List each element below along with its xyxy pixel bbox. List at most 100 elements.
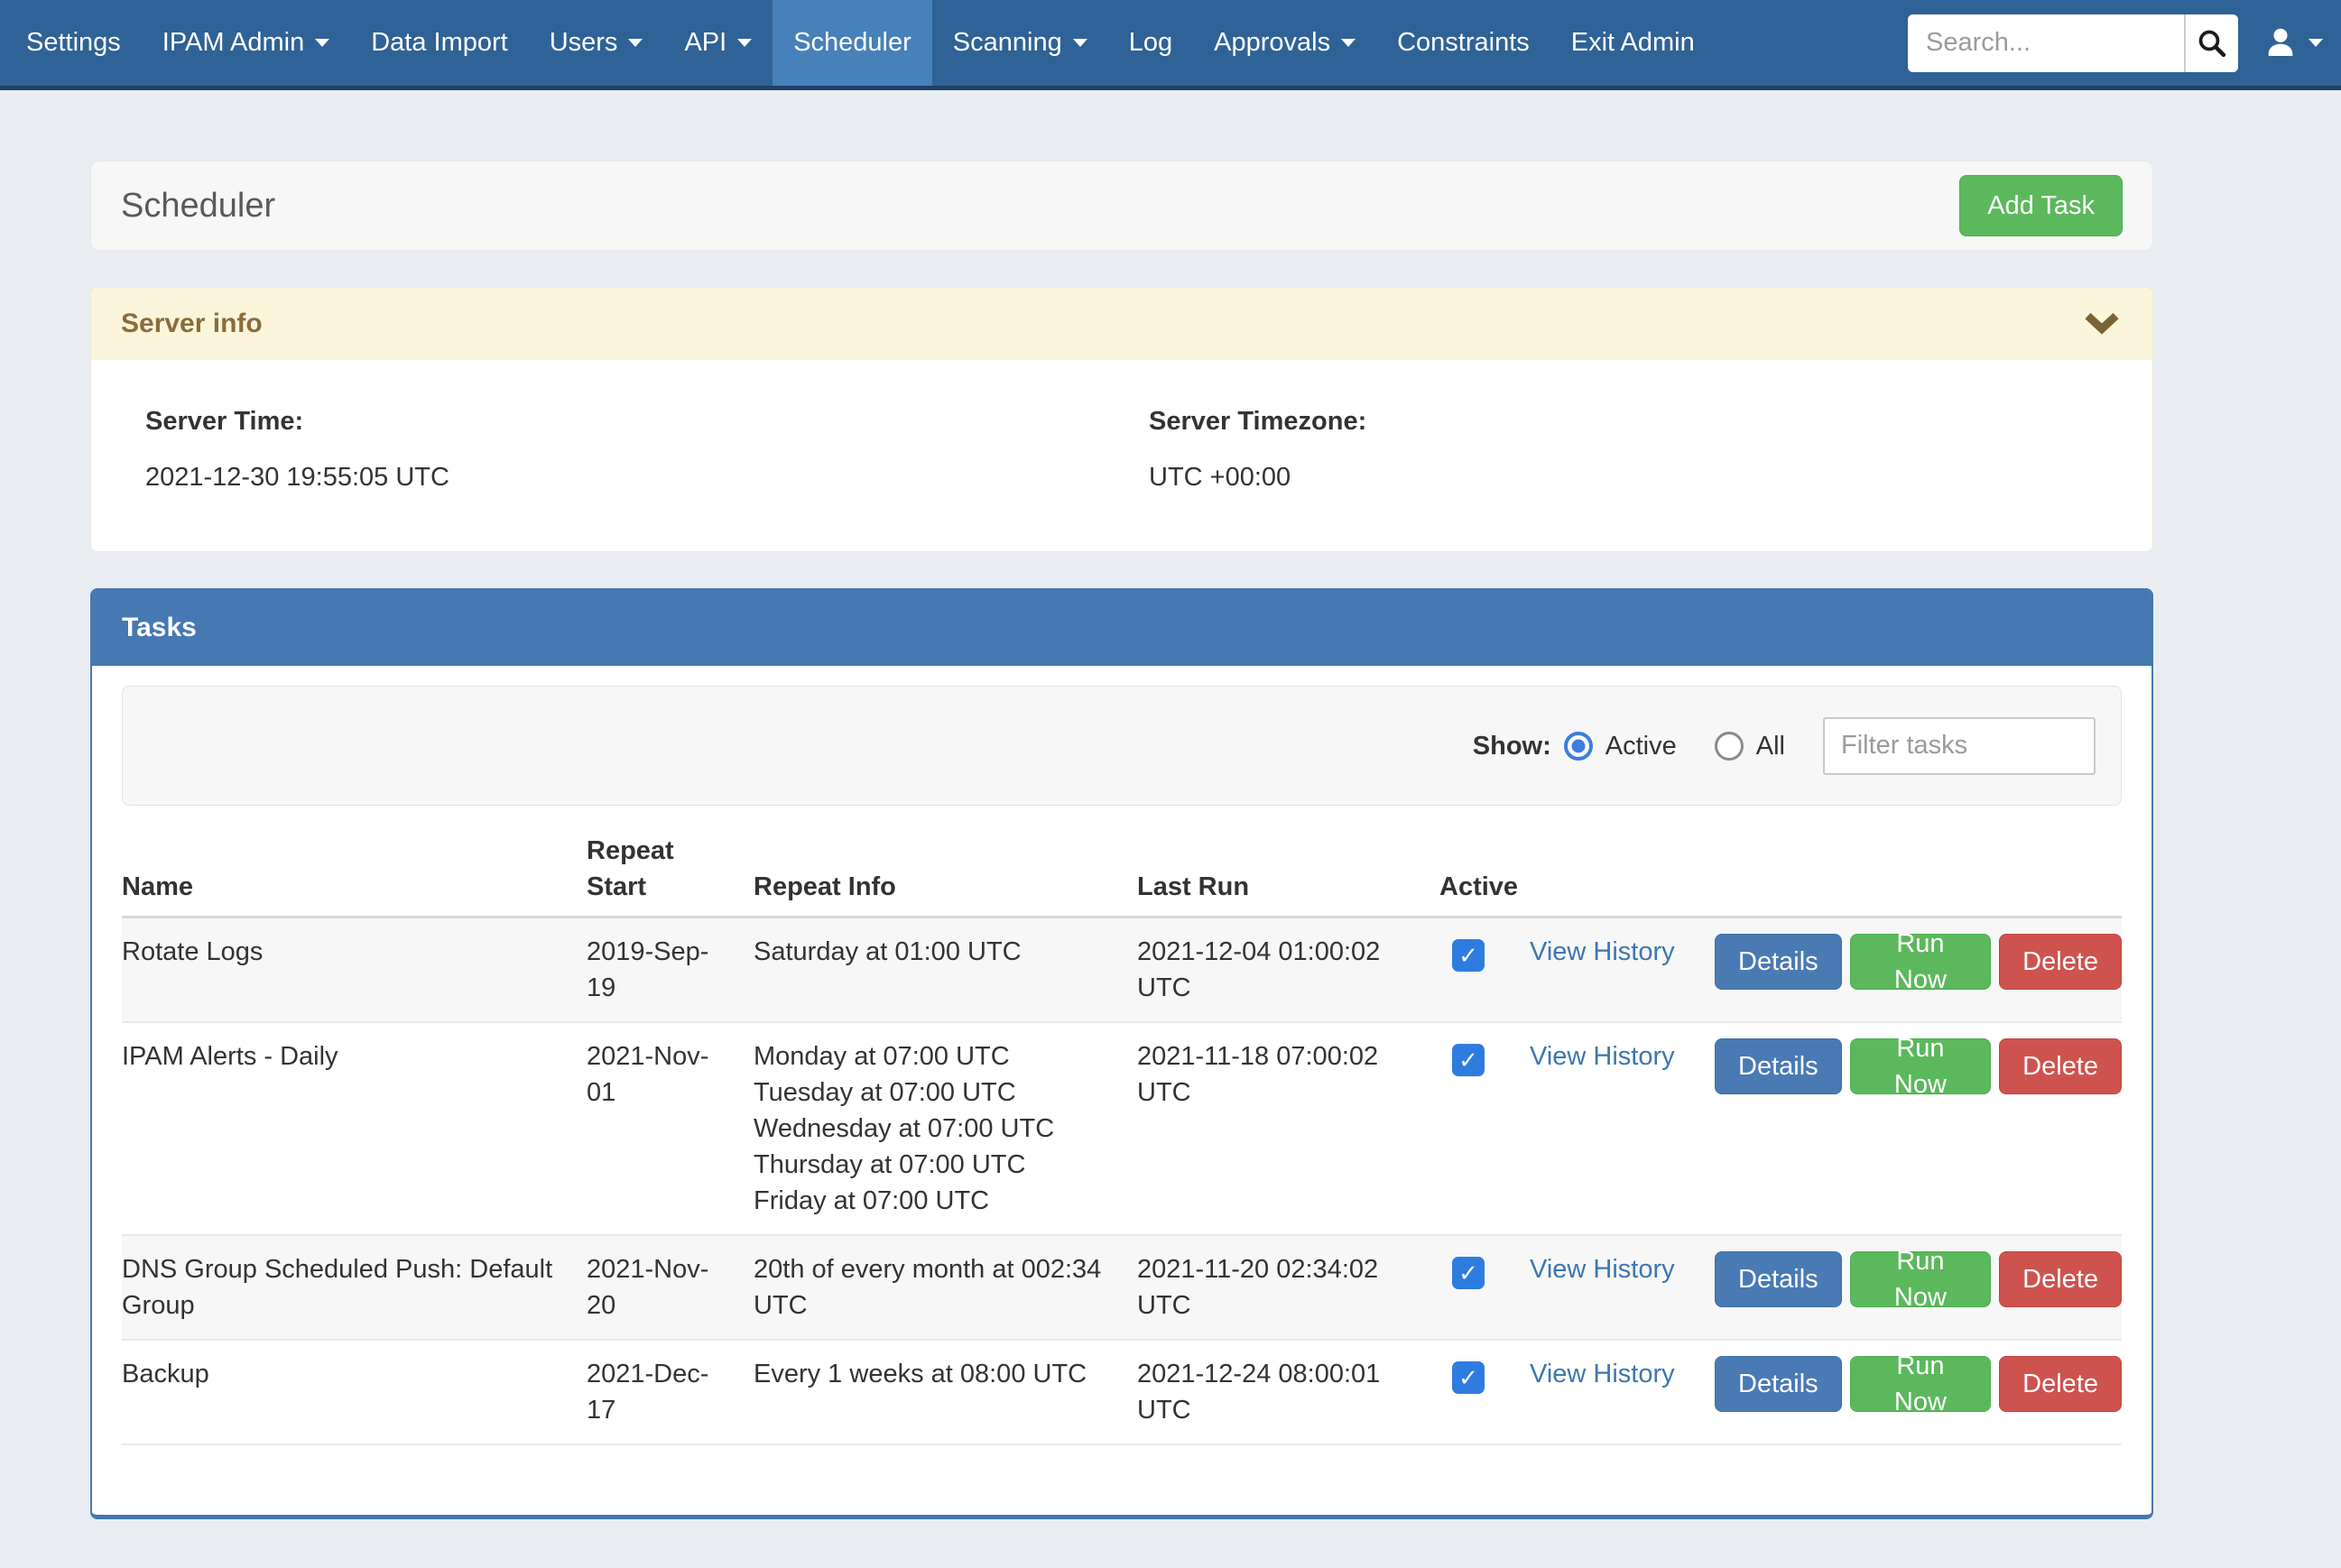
task-actions-cell: Details Run Now Delete (1715, 1356, 2122, 1412)
nav-item-label: Data Import (371, 24, 508, 60)
task-last-run: 2021-12-04 01:00:02 UTC (1137, 934, 1439, 1006)
radio-option-label: Active (1605, 728, 1677, 764)
nav-right (1908, 0, 2323, 86)
nav-item-label: Approvals (1214, 24, 1330, 60)
delete-button[interactable]: Delete (1999, 934, 2122, 990)
task-name: DNS Group Scheduled Push: Default Group (122, 1251, 587, 1324)
chevron-down-icon (315, 39, 329, 47)
add-task-button[interactable]: Add Task (1959, 175, 2123, 236)
column-header-active: Active (1439, 865, 1530, 905)
task-repeat-info: Every 1 weeks at 08:00 UTC (754, 1356, 1137, 1392)
nav-menu: Settings IPAM Admin Data Import Users AP… (5, 0, 1716, 86)
task-active-cell (1439, 1356, 1530, 1396)
nav-item[interactable]: Settings (5, 0, 142, 86)
chevron-down-icon[interactable] (2084, 312, 2120, 336)
tasks-title: Tasks (122, 609, 197, 646)
active-checkbox[interactable] (1452, 1044, 1485, 1076)
search-input[interactable] (1908, 14, 2184, 72)
task-last-run: 2021-11-18 07:00:02 UTC (1137, 1038, 1439, 1111)
radio-option-label: All (1756, 728, 1785, 764)
top-navbar: Settings IPAM Admin Data Import Users AP… (0, 0, 2341, 90)
show-label: Show: (1473, 728, 1551, 764)
task-actions-cell: Details Run Now Delete (1715, 934, 2122, 990)
task-repeat-start: 2021-Nov-01 (587, 1038, 754, 1111)
nav-item-label: Log (1129, 24, 1172, 60)
run-now-button[interactable]: Run Now (1850, 934, 1992, 990)
details-button[interactable]: Details (1715, 1038, 1842, 1094)
task-actions-cell: Details Run Now Delete (1715, 1251, 2122, 1307)
nav-item[interactable]: Scanning (932, 0, 1108, 86)
tasks-table-rows: Rotate Logs 2019-Sep-19 Saturday at 01:0… (122, 918, 2122, 1445)
table-row: Backup 2021-Dec-17 Every 1 weeks at 08:0… (122, 1341, 2122, 1445)
details-button[interactable]: Details (1715, 1356, 1842, 1412)
server-time-value: 2021-12-30 19:55:05 UTC (145, 459, 1149, 495)
nav-item[interactable]: Approvals (1193, 0, 1376, 86)
nav-item[interactable]: Constraints (1376, 0, 1550, 86)
column-header-last-run: Last Run (1137, 869, 1439, 905)
task-last-run: 2021-11-20 02:34:02 UTC (1137, 1251, 1439, 1324)
search-button[interactable] (2184, 14, 2238, 72)
tasks-table-header: Name Repeat Start Repeat Info Last Run A… (122, 833, 2122, 918)
delete-button[interactable]: Delete (1999, 1038, 2122, 1094)
run-now-button[interactable]: Run Now (1850, 1251, 1992, 1307)
details-button[interactable]: Details (1715, 934, 1842, 990)
active-checkbox[interactable] (1452, 1361, 1485, 1394)
task-repeat-info: Saturday at 01:00 UTC (754, 934, 1137, 970)
nav-item-label: Scheduler (793, 24, 911, 60)
nav-item-label: Users (550, 24, 618, 60)
nav-item[interactable]: Users (529, 0, 664, 86)
nav-item[interactable]: API (663, 0, 773, 86)
nav-item-label: Constraints (1397, 24, 1530, 60)
delete-button[interactable]: Delete (1999, 1251, 2122, 1307)
task-repeat-start: 2021-Dec-17 (587, 1356, 754, 1428)
run-now-button[interactable]: Run Now (1850, 1356, 1992, 1412)
task-name: Backup (122, 1356, 587, 1392)
nav-item[interactable]: Log (1108, 0, 1193, 86)
filter-tasks-input[interactable] (1823, 717, 2096, 775)
tasks-table: Name Repeat Start Repeat Info Last Run A… (122, 833, 2122, 1445)
chevron-down-icon (628, 39, 643, 47)
show-filter-option[interactable]: Active (1564, 728, 1677, 764)
task-repeat-info: Monday at 07:00 UTCTuesday at 07:00 UTCW… (754, 1038, 1137, 1219)
task-history-cell: View History (1530, 1038, 1715, 1075)
run-now-button[interactable]: Run Now (1850, 1038, 1992, 1094)
nav-item[interactable]: Data Import (350, 0, 529, 86)
tasks-panel: Tasks Show: Active All Name Repeat Start… (90, 588, 2153, 1519)
search-group (1908, 14, 2238, 72)
server-info-title: Server info (121, 305, 263, 342)
task-active-cell (1439, 1251, 1530, 1291)
chevron-down-icon (1341, 39, 1356, 47)
task-active-cell (1439, 1038, 1530, 1078)
view-history-link[interactable]: View History (1530, 937, 1675, 966)
view-history-link[interactable]: View History (1530, 1360, 1675, 1388)
server-info-header[interactable]: Server info (91, 288, 2152, 360)
radio-icon (1715, 732, 1744, 761)
server-info-panel: Server info Server Time: 2021-12-30 19:5… (90, 287, 2153, 552)
nav-item[interactable]: Scheduler (773, 0, 932, 86)
view-history-link[interactable]: View History (1530, 1255, 1675, 1284)
task-repeat-start: 2019-Sep-19 (587, 934, 754, 1006)
tasks-panel-header: Tasks (92, 590, 2151, 666)
table-row: DNS Group Scheduled Push: Default Group … (122, 1236, 2122, 1341)
nav-item-label: API (684, 24, 726, 60)
task-name: IPAM Alerts - Daily (122, 1038, 587, 1075)
task-history-cell: View History (1530, 1356, 1715, 1392)
user-menu[interactable] (2262, 24, 2323, 62)
active-checkbox[interactable] (1452, 1257, 1485, 1289)
task-history-cell: View History (1530, 1251, 1715, 1287)
nav-item[interactable]: Exit Admin (1550, 0, 1716, 86)
table-row: Rotate Logs 2019-Sep-19 Saturday at 01:0… (122, 918, 2122, 1023)
active-checkbox[interactable] (1452, 939, 1485, 972)
nav-item[interactable]: IPAM Admin (142, 0, 350, 86)
details-button[interactable]: Details (1715, 1251, 1842, 1307)
task-active-cell (1439, 934, 1530, 973)
task-repeat-start: 2021-Nov-20 (587, 1251, 754, 1324)
task-history-cell: View History (1530, 934, 1715, 970)
server-time-label: Server Time: (145, 403, 1149, 439)
page-title: Scheduler (121, 182, 275, 229)
show-filter-option[interactable]: All (1715, 728, 1785, 764)
chevron-down-icon (2309, 39, 2323, 47)
view-history-link[interactable]: View History (1530, 1042, 1675, 1071)
nav-item-label: Settings (26, 24, 121, 60)
delete-button[interactable]: Delete (1999, 1356, 2122, 1412)
